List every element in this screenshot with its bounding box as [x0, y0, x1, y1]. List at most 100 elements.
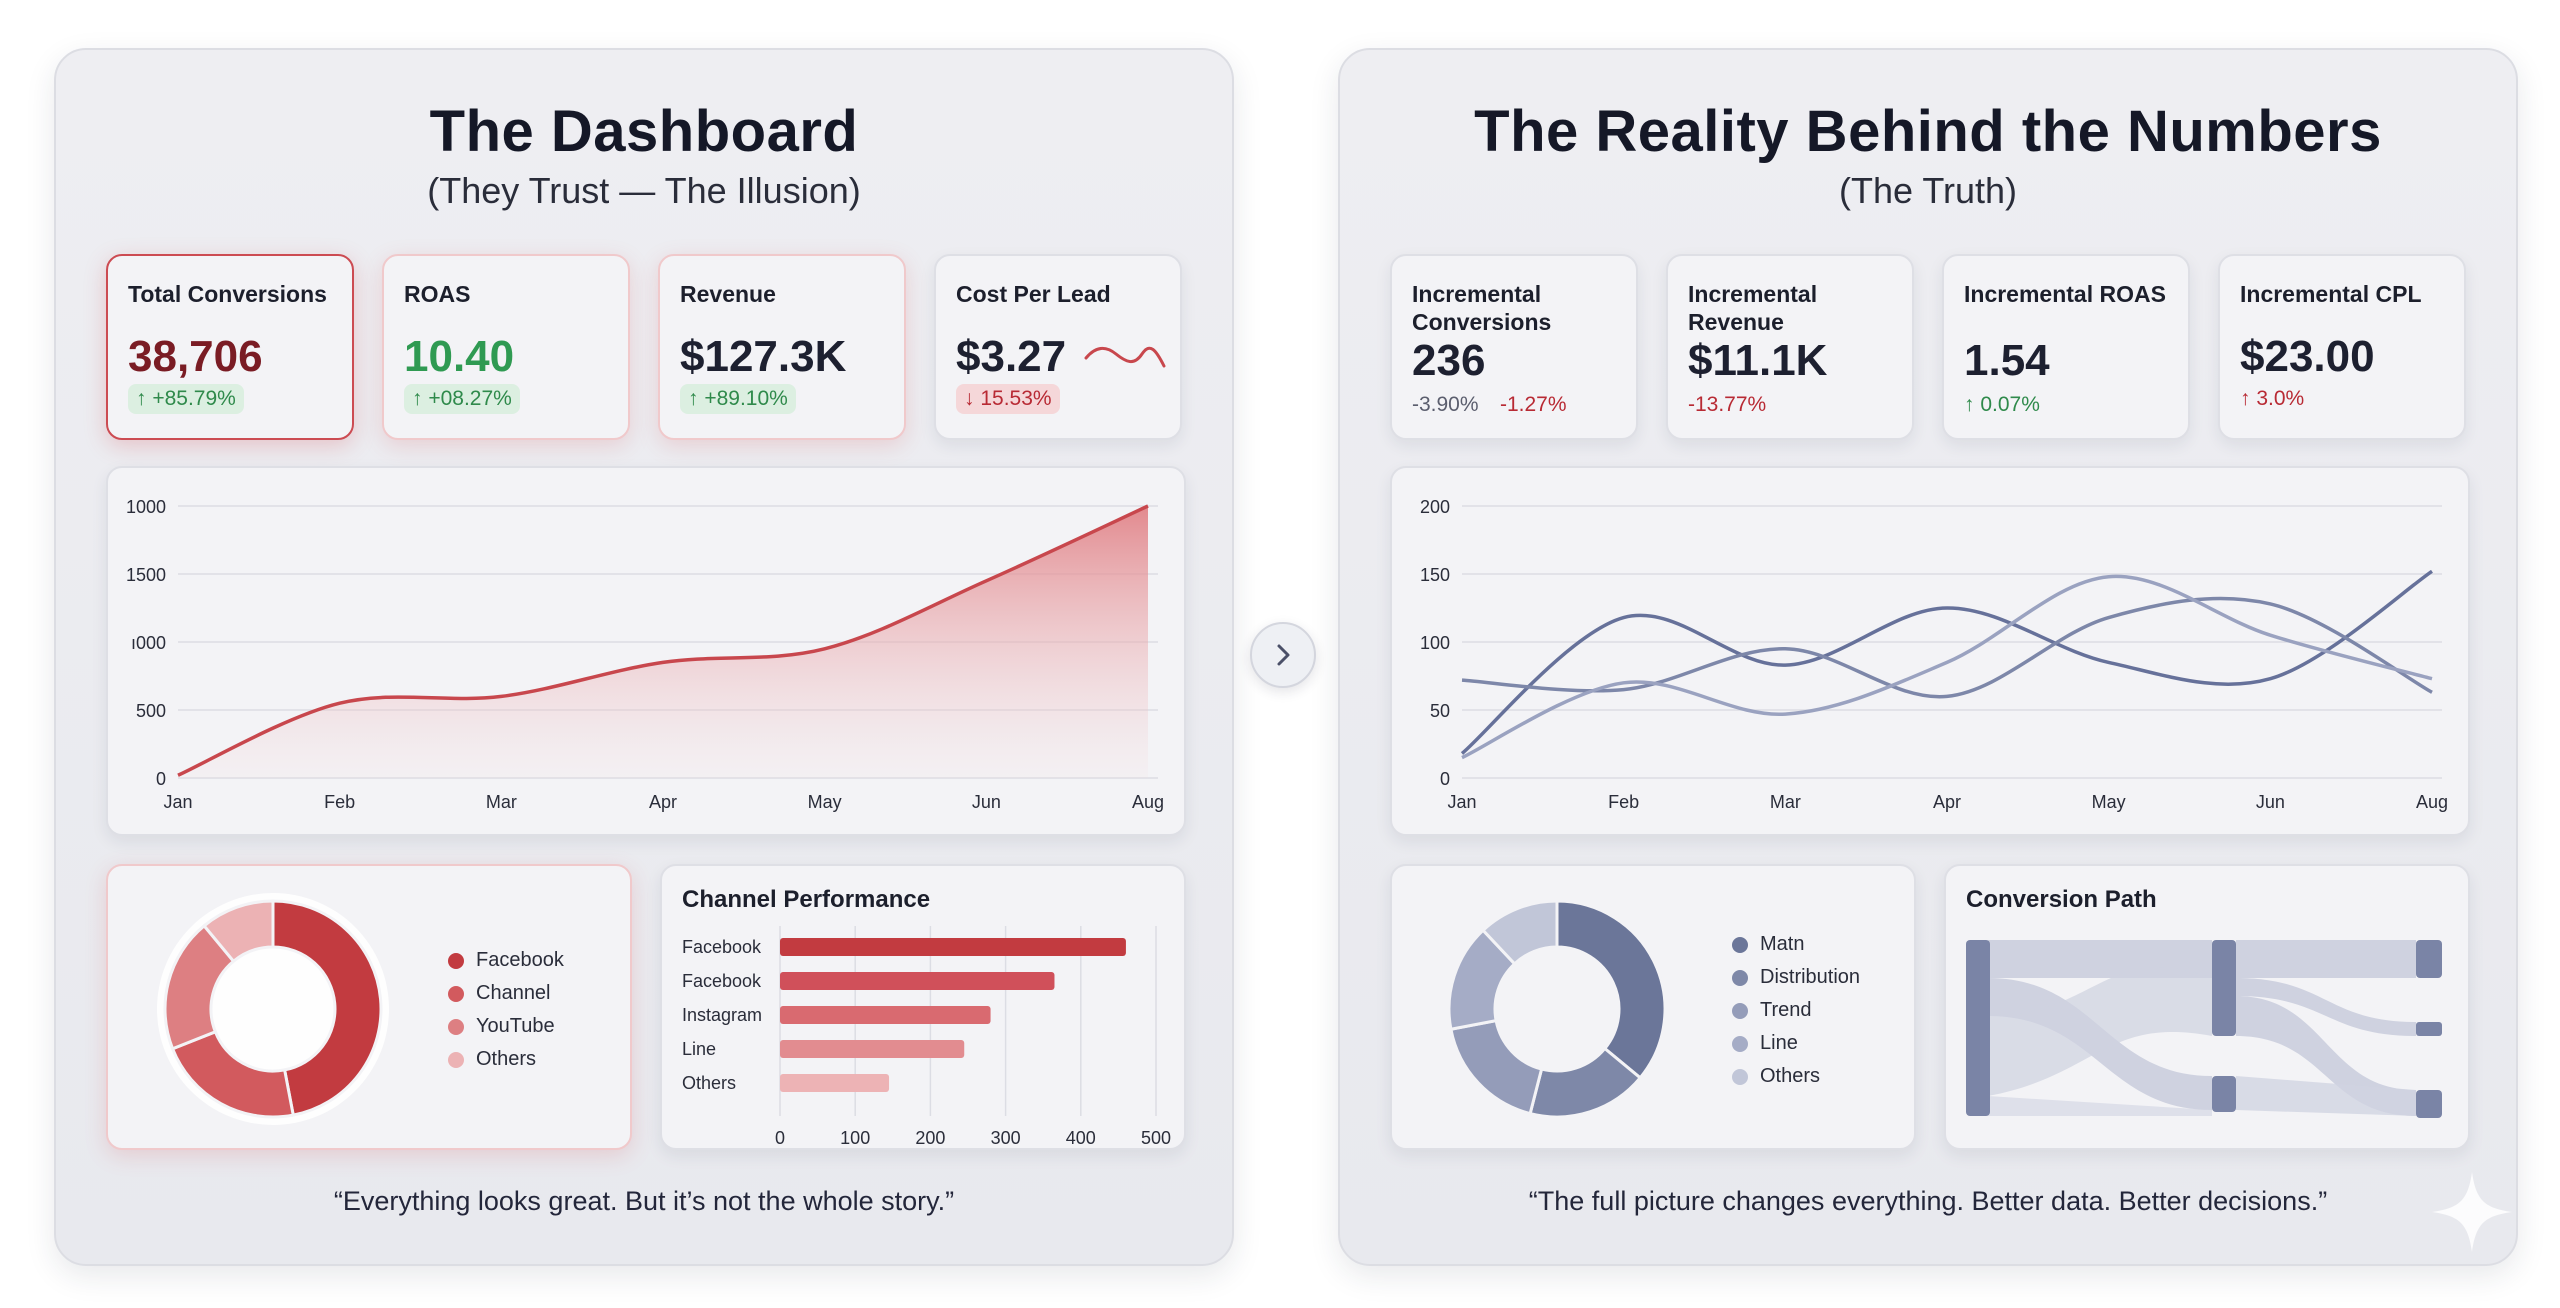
bar: [780, 938, 1126, 956]
kpi-card-revenue[interactable]: Revenue $127.3K ↑ +89.10%: [658, 254, 906, 440]
line-chart: 0 50 100 150 200 Jan Feb Mar Apr May Jun Aug: [1420, 497, 2448, 812]
channel-donut-card: Facebook Channel YouTube Others: [106, 864, 632, 1150]
category-label: Facebook: [682, 937, 762, 957]
legend-item: Trend: [1732, 994, 1860, 1027]
channel-performance-card: Channel Performance 0 100 200 300 400 500 Face…: [660, 864, 1186, 1150]
donut-legend: Matn Distribution Trend Line Others: [1732, 928, 1860, 1093]
kpi-delta: ↑ 0.07%: [1964, 393, 2040, 416]
kpi-card-incremental-revenue[interactable]: Incremental Revenue $11.1K -13.77%: [1666, 254, 1914, 440]
y-tick-label: ı000: [131, 633, 166, 653]
legend-label: Matn: [1760, 933, 1805, 955]
kpi-delta: ↑ +85.79%: [128, 384, 244, 414]
x-tick-label: May: [2092, 792, 2126, 812]
series-line: [1461, 574, 2433, 760]
sankey-node: [2212, 940, 2236, 1036]
kpi-card-roas[interactable]: ROAS 10.40 ↑ +08.27%: [382, 254, 630, 440]
legend-label: Distribution: [1760, 966, 1861, 988]
legend-swatch: [448, 952, 464, 969]
category-label: Line: [682, 1039, 716, 1059]
series-line: [1460, 569, 2433, 755]
kpi-value: 38,706: [128, 332, 263, 381]
kpi-delta: ↑ +08.27%: [404, 384, 520, 414]
legend-swatch: [448, 1018, 464, 1035]
category-label: Others: [682, 1073, 736, 1093]
x-tick-label: 500: [1141, 1128, 1171, 1148]
kpi-value: $127.3K: [680, 332, 847, 381]
kpi-card-incremental-roas[interactable]: Incremental ROAS 1.54 ↑ 0.07%: [1942, 254, 2190, 440]
legend-swatch: [1732, 1035, 1748, 1052]
legend-swatch: [1732, 1002, 1748, 1019]
kpi-card-cost-per-lead[interactable]: Cost Per Lead $3.27 ↓ 15.53%: [934, 254, 1182, 440]
legend-label: Line: [1760, 1032, 1798, 1054]
sankey-node: [2416, 1090, 2442, 1118]
kpi-label: Cost Per Lead: [956, 281, 1111, 307]
next-arrow-button[interactable]: [1250, 622, 1316, 688]
dashboard-panel: The Dashboard (They Trust — The Illusion…: [54, 48, 1234, 1266]
y-tick-label: 500: [136, 701, 166, 721]
y-tick-label: 150: [1420, 565, 1450, 585]
legend-label: Facebook: [476, 949, 564, 971]
legend-item: Matn: [1732, 928, 1860, 961]
y-tick-label: 1000: [126, 497, 166, 517]
donut-slice: [202, 899, 275, 964]
kpi-card-total-conversions[interactable]: Total Conversions 38,706 ↑ +85.79%: [106, 254, 354, 440]
legend-item: YouTube: [448, 1010, 564, 1043]
series-line: [1461, 596, 2433, 699]
kpi-value: 1.54: [1964, 336, 2050, 385]
area-fill: [178, 506, 1148, 778]
sankey-node: [2416, 1022, 2442, 1036]
kpi-delta-secondary: -1.27%: [1500, 393, 1567, 416]
kpi-value: $23.00: [2240, 332, 2375, 381]
chart-title: Channel Performance: [682, 886, 931, 913]
x-tick-label: 400: [1066, 1128, 1096, 1148]
x-tick-label: Mar: [486, 792, 517, 812]
channel-share-donut-card: Matn Distribution Trend Line Others: [1390, 864, 1916, 1150]
x-tick-label: Aug: [1132, 792, 1164, 812]
y-tick-label: 100: [1420, 633, 1450, 653]
panel-title: The Dashboard: [429, 99, 859, 164]
sparkline-icon: [1084, 346, 1166, 368]
x-tick-label: Jan: [1447, 792, 1476, 812]
kpi-delta: ↑ +89.10%: [680, 384, 796, 414]
kpi-label: Incremental Conversions: [1412, 281, 1552, 335]
legend-label: Channel: [476, 982, 551, 1004]
kpi-label: Incremental Revenue: [1688, 281, 1818, 335]
kpi-label: Revenue: [680, 281, 776, 307]
x-tick-label: 0: [775, 1128, 785, 1148]
x-tick-label: 300: [991, 1128, 1021, 1148]
x-tick-label: Apr: [649, 792, 677, 812]
series-line: [177, 504, 1149, 777]
legend-item: Channel: [448, 977, 564, 1010]
sankey-flow: [2236, 1076, 2416, 1116]
x-tick-label: 200: [915, 1128, 945, 1148]
kpi-delta: ↑ 3.0%: [2240, 387, 2305, 410]
panel-quote: “Everything looks great. But it’s not th…: [333, 1186, 955, 1216]
kpi-label: Incremental ROAS: [1964, 281, 2166, 307]
sankey-flow: [2236, 996, 2416, 1116]
legend-swatch: [448, 1051, 464, 1068]
kpi-delta: ↓ 15.53%: [956, 384, 1060, 414]
incremental-line-chart-card: 0 50 100 150 200 Jan Feb Mar Apr May Jun Aug: [1390, 466, 2470, 836]
x-tick-label: Mar: [1770, 792, 1801, 812]
sankey-flow: [2236, 940, 2416, 978]
sankey-node: [1966, 940, 1990, 1116]
donut-slice: [271, 899, 383, 1117]
kpi-card-incremental-cpl[interactable]: Incremental CPL $23.00 ↑ 3.0%: [2218, 254, 2466, 440]
y-tick-label: 1500: [126, 565, 166, 585]
donut-slice: [1555, 899, 1667, 1080]
donut-legend: Facebook Channel YouTube Others: [448, 944, 564, 1076]
legend-label: Others: [476, 1048, 537, 1070]
bar: [780, 1040, 965, 1058]
legend-label: YouTube: [476, 1015, 555, 1037]
legend-swatch: [1732, 936, 1748, 953]
x-tick-label: Jun: [2256, 792, 2285, 812]
y-tick-label: 200: [1420, 497, 1450, 517]
panel-subtitle: (They Trust — The Illusion): [427, 170, 861, 211]
kpi-card-incremental-conversions[interactable]: Incremental Conversions 236 -3.90% -1.27…: [1390, 254, 1638, 440]
bar: [780, 1074, 890, 1092]
x-tick-label: Apr: [1933, 792, 1961, 812]
bar: [780, 1006, 991, 1024]
legend-item: Others: [1732, 1060, 1860, 1093]
legend-item: Distribution: [1732, 961, 1860, 994]
conversions-area-chart-card: 0 500 ı000 1500 1000 Jan Feb Mar Apr May Jun Aug: [106, 466, 1186, 836]
